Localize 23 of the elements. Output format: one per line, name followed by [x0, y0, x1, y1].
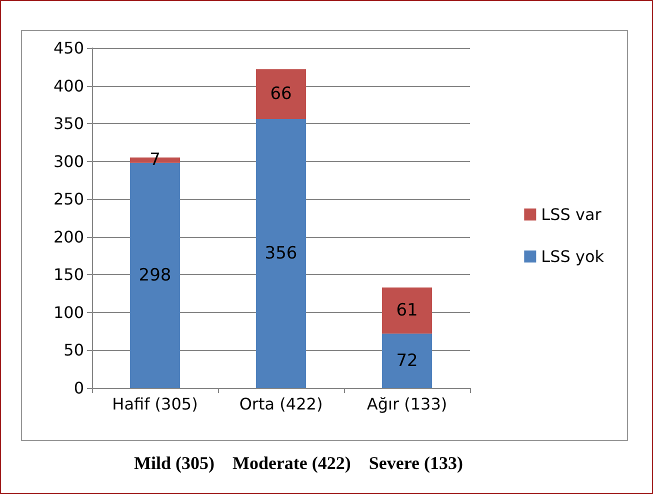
y-tick-label: 450: [53, 38, 84, 58]
text: Mild (305): [134, 453, 214, 474]
y-tick-label: 250: [53, 190, 84, 209]
x-tick-label: Ağır (133): [366, 394, 448, 414]
data-label: 72: [396, 350, 418, 371]
y-tick-label: 100: [53, 302, 84, 322]
y-tick-label: 350: [53, 114, 84, 134]
data-label: 61: [396, 300, 418, 321]
x-tick-label: Hafif (305): [112, 394, 198, 414]
y-tick-label: 150: [53, 265, 84, 284]
y-tick-label: 300: [53, 152, 84, 171]
data-label: 356: [264, 244, 298, 264]
x-tick-label: Orta (422): [239, 394, 323, 414]
y-tick-label: 50: [64, 340, 84, 360]
legend-label: LSS var: [541, 205, 602, 224]
y-tick-label: 0: [74, 378, 84, 398]
data-label: 298: [138, 265, 172, 286]
y-tick-label: 200: [53, 227, 84, 246]
data-label: 66: [270, 84, 292, 104]
y-tick-label: 400: [53, 76, 84, 96]
text: Severe (133): [368, 453, 464, 474]
legend-label: LSS yok: [541, 247, 605, 266]
text: Moderate (422): [232, 453, 351, 474]
